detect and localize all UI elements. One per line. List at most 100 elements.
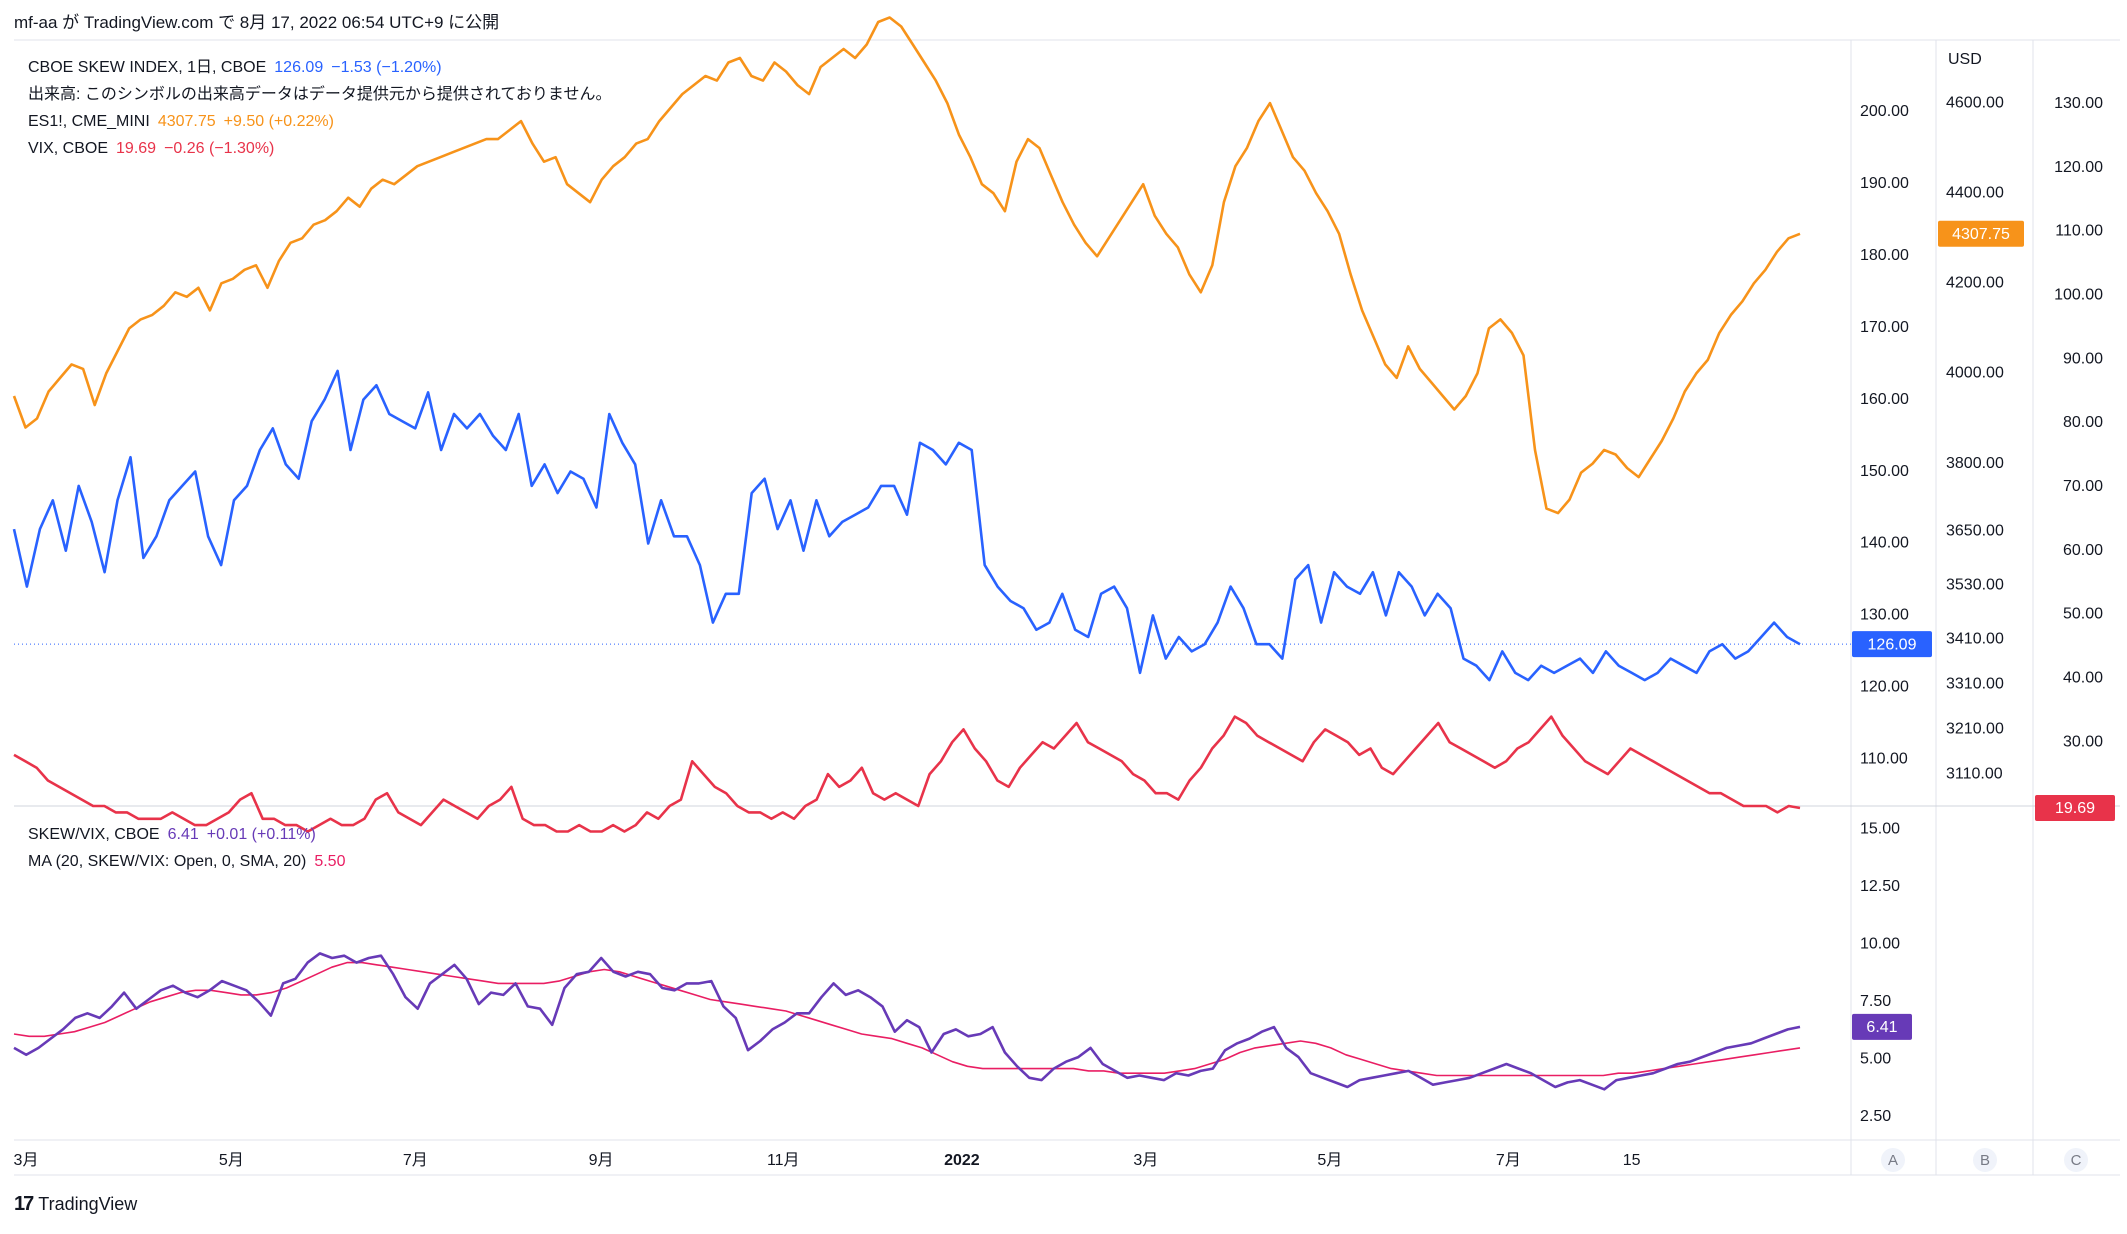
- ratio-pane-legend: SKEW/VIX, CBOE 6.41 +0.01 (+0.11%) MA (20, …: [28, 821, 353, 875]
- skew-tick-label: 110.00: [1860, 750, 1908, 767]
- ratio-price-badge: 6.41: [1852, 1013, 1912, 1040]
- main-pane-legend: CBOE SKEW INDEX, 1日, CBOE 126.09 −1.53 (−1…: [28, 54, 619, 162]
- vix-tick-label: 30.00: [2063, 733, 2103, 750]
- ratio-tick-label: 5.00: [1860, 1051, 1891, 1068]
- scale-button-a[interactable]: A: [1881, 1148, 1905, 1172]
- series-layer: [12, 16, 1851, 1091]
- skew-tick-label: 150.00: [1860, 463, 1909, 480]
- main-legend-row[interactable]: VIX, CBOE 19.69 −0.26 (−1.30%): [28, 135, 619, 162]
- ratio-tick-label: 10.00: [1860, 935, 1900, 952]
- skew-price-badge: 126.09: [1852, 631, 1932, 658]
- es-tick-label: 4200.00: [1946, 275, 2004, 292]
- ratio-legend-value: 6.41: [167, 826, 199, 843]
- time-tick-label: 3月: [14, 1152, 39, 1169]
- time-tick-label: 5月: [1317, 1152, 1342, 1169]
- skew-tick-label: 200.00: [1860, 103, 1909, 120]
- vix-tick-label: 100.00: [2054, 287, 2103, 304]
- usd-axis-label: USD: [1948, 51, 1982, 68]
- time-tick-label: 2022: [944, 1152, 980, 1169]
- vix-tick-label: 130.00: [2054, 95, 2103, 112]
- skew-tick-label: 130.00: [1860, 607, 1909, 624]
- es-tick-label: 4600.00: [1946, 94, 2004, 111]
- vix-price-badge-bg: [2035, 794, 2115, 821]
- scale-button-bg: [2064, 1148, 2088, 1172]
- main-legend-change: −1.53 (−1.20%): [331, 59, 442, 76]
- es-tick-label: 3310.00: [1946, 676, 2004, 693]
- vix-tick-label: 120.00: [2054, 159, 2103, 176]
- scale-button-label: C: [2071, 1152, 2082, 1169]
- main-legend-value: 4307.75: [157, 113, 216, 130]
- es-tick-label: 3800.00: [1946, 455, 2004, 472]
- time-tick-label: 9月: [589, 1152, 614, 1169]
- ratio-price-badge-bg: [1852, 1013, 1912, 1040]
- main-legend-name: 出来高: このシンボルの出来高データはデータ提供元から提供されておりません。: [28, 86, 612, 103]
- skew-price-badge-bg: [1852, 631, 1932, 658]
- scale-button-c[interactable]: C: [2064, 1148, 2088, 1172]
- vix-tick-label: 110.00: [2055, 223, 2103, 240]
- main-legend-change: +9.50 (+0.22%): [223, 113, 334, 130]
- scale-button-b[interactable]: B: [1973, 1148, 1997, 1172]
- skew-price-badge-text: 126.09: [1868, 636, 1917, 653]
- vix-tick-label: 70.00: [2063, 478, 2103, 495]
- es-tick-label: 3530.00: [1946, 576, 2004, 593]
- vix-price-badge: 19.69: [2035, 794, 2115, 821]
- main-legend-name: ES1!, CME_MINI: [28, 113, 150, 130]
- axis-layer: USD 200.00 190.00 180.00 170.00 160.00 150.00 1…: [14, 51, 2115, 1172]
- main-legend-value: 19.69: [116, 140, 157, 157]
- es-tick-label: 3410.00: [1946, 631, 2004, 648]
- publish-header: mf-aa が TradingView.com で 8月 17, 2022 06…: [14, 13, 500, 32]
- main-legend-name: CBOE SKEW INDEX, 1日, CBOE: [28, 59, 267, 76]
- skew-tick-label: 140.00: [1860, 535, 1909, 552]
- time-tick-label: 5月: [219, 1152, 244, 1169]
- time-tick-label: 7月: [403, 1152, 428, 1169]
- scale-button-bg: [1881, 1148, 1905, 1172]
- vix-price-badge-text: 19.69: [2055, 800, 2095, 817]
- ratio-tick-label: 15.00: [1860, 820, 1900, 837]
- tradingview-footer[interactable]: 17 TradingView: [14, 1193, 137, 1216]
- skew-series-line[interactable]: [12, 369, 1801, 682]
- ratio-tick-label: 2.50: [1860, 1108, 1891, 1125]
- time-tick-label: 15: [1623, 1152, 1641, 1169]
- main-legend-name: VIX, CBOE: [28, 140, 109, 157]
- tradingview-logo-icon: 17: [14, 1193, 34, 1215]
- time-tick-label: 11月: [767, 1152, 800, 1169]
- es-tick-label: 4000.00: [1946, 365, 2004, 382]
- vix-tick-label: 50.00: [2063, 606, 2103, 623]
- ma-series-line[interactable]: [13, 961, 1801, 1077]
- ratio-legend-value: 5.50: [314, 853, 346, 870]
- skew-tick-label: 120.00: [1860, 679, 1909, 696]
- skew-tick-label: 190.00: [1860, 175, 1909, 192]
- ratio-legend-change: +0.01 (+0.11%): [206, 826, 316, 843]
- skew-tick-label: 160.00: [1860, 391, 1909, 408]
- es-series-line[interactable]: [12, 16, 1801, 515]
- main-legend-row[interactable]: CBOE SKEW INDEX, 1日, CBOE 126.09 −1.53 (−1…: [28, 54, 619, 81]
- main-legend-row[interactable]: 出来高: このシンボルの出来高データはデータ提供元から提供されておりません。: [28, 81, 619, 108]
- main-legend-row[interactable]: ES1!, CME_MINI 4307.75 +9.50 (+0.22%): [28, 108, 619, 135]
- es-price-badge-bg: [1938, 220, 2024, 247]
- ratio-legend-name: SKEW/VIX, CBOE: [28, 826, 160, 843]
- es-tick-label: 4400.00: [1946, 184, 2004, 201]
- skew-tick-label: 180.00: [1860, 247, 1909, 264]
- ratio-legend-row[interactable]: SKEW/VIX, CBOE 6.41 +0.01 (+0.11%): [28, 821, 353, 848]
- skew-tick-label: 170.00: [1860, 319, 1909, 336]
- vix-tick-label: 60.00: [2063, 542, 2103, 559]
- ratio-price-badge-text: 6.41: [1866, 1019, 1897, 1036]
- es-tick-label: 3110.00: [1946, 766, 2003, 783]
- time-tick-label: 7月: [1496, 1152, 1521, 1169]
- es-price-badge: 4307.75: [1938, 220, 2024, 247]
- ratio-series-line[interactable]: [13, 952, 1801, 1091]
- ratio-legend-name: MA (20, SKEW/VIX: Open, 0, SMA, 20): [28, 853, 307, 870]
- scale-button-label: B: [1980, 1152, 1990, 1169]
- vix-tick-label: 40.00: [2063, 670, 2103, 687]
- es-tick-label: 3650.00: [1946, 522, 2004, 539]
- main-legend-value: 126.09: [274, 59, 324, 76]
- scale-button-bg: [1973, 1148, 1997, 1172]
- es-price-badge-text: 4307.75: [1952, 226, 2010, 243]
- vix-series-line[interactable]: [13, 715, 1801, 833]
- ratio-legend-row[interactable]: MA (20, SKEW/VIX: Open, 0, SMA, 20) 5.50: [28, 848, 353, 875]
- vix-tick-label: 90.00: [2063, 350, 2103, 367]
- time-tick-label: 3月: [1133, 1152, 1158, 1169]
- vix-tick-label: 80.00: [2063, 414, 2103, 431]
